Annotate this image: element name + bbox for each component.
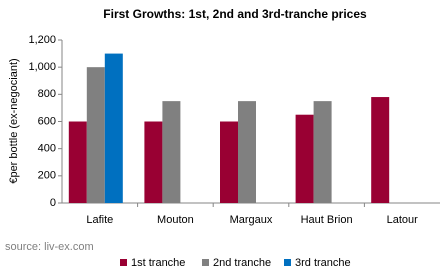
x-tick-label: Margaux — [230, 214, 273, 226]
source-note: source: liv-ex.com — [5, 241, 94, 253]
y-tick-label: 200 — [38, 170, 56, 182]
x-tick-label: Mouton — [157, 214, 194, 226]
y-tick-label: 800 — [38, 88, 56, 100]
y-tick-label: 0 — [50, 197, 56, 209]
bar — [313, 101, 332, 203]
bar — [371, 97, 390, 203]
y-tick-label: 600 — [38, 115, 56, 127]
bar — [68, 121, 87, 203]
bar — [295, 114, 314, 203]
bar — [86, 67, 105, 204]
x-tick-label: Lafite — [86, 214, 113, 226]
y-tick-label: 400 — [38, 143, 56, 155]
y-tick-label: 1,000 — [28, 61, 56, 73]
bar — [104, 53, 123, 204]
bar — [162, 101, 181, 203]
y-axis-label: €per bottle (ex-negociant) — [8, 58, 20, 183]
bar — [238, 101, 256, 203]
y-tick-label: 1,200 — [28, 34, 56, 46]
chart-title: First Growths: 1st, 2nd and 3rd-tranche … — [103, 7, 367, 21]
bar — [220, 121, 238, 203]
legend-label: 3rd tranche — [295, 257, 351, 269]
x-tick-label: Latour — [387, 214, 419, 226]
legend-label: 2nd tranche — [213, 257, 271, 269]
legend-swatch — [202, 259, 209, 266]
bar — [144, 121, 163, 203]
legend-swatch — [120, 259, 127, 266]
legend-swatch — [284, 259, 291, 266]
x-tick-label: Haut Brion — [301, 214, 353, 226]
legend-label: 1st tranche — [131, 257, 185, 269]
